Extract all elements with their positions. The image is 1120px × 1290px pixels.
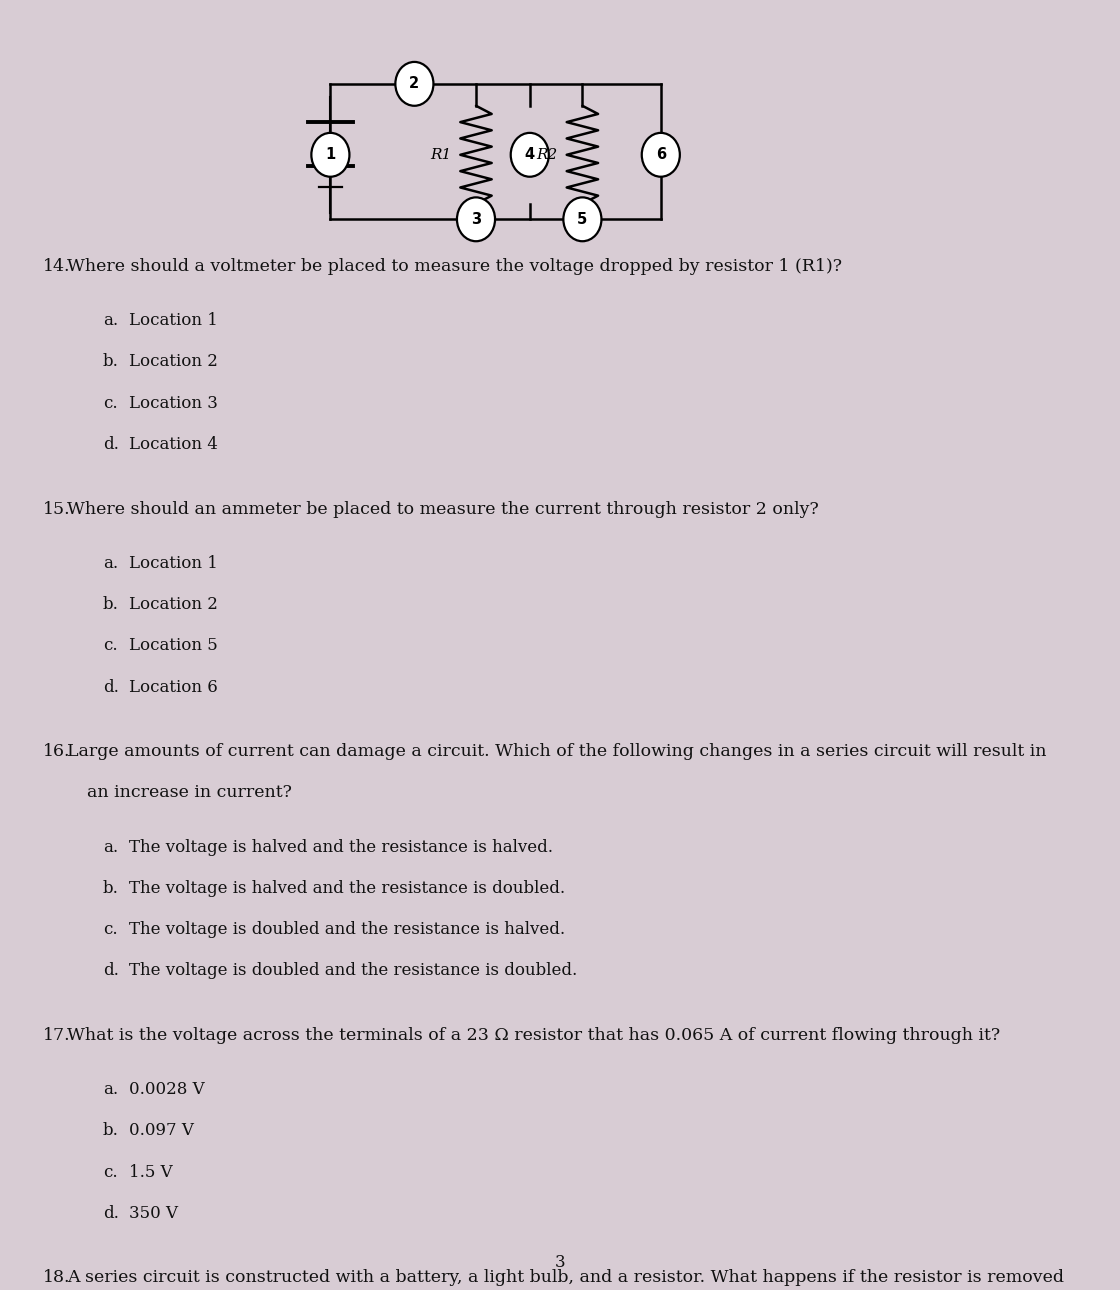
Text: The voltage is halved and the resistance is doubled.: The voltage is halved and the resistance…	[129, 880, 564, 897]
Text: Where should an ammeter be placed to measure the current through resistor 2 only: Where should an ammeter be placed to mea…	[67, 501, 819, 517]
Text: 18.: 18.	[43, 1269, 71, 1286]
Text: Location 1: Location 1	[129, 312, 217, 329]
Text: c.: c.	[103, 921, 118, 938]
Text: d.: d.	[103, 962, 119, 979]
Text: A series circuit is constructed with a battery, a light bulb, and a resistor. Wh: A series circuit is constructed with a b…	[67, 1269, 1064, 1286]
Text: The voltage is halved and the resistance is halved.: The voltage is halved and the resistance…	[129, 838, 553, 855]
Circle shape	[395, 62, 433, 106]
Text: c.: c.	[103, 637, 118, 654]
Text: 4: 4	[524, 147, 535, 163]
Text: Location 5: Location 5	[129, 637, 217, 654]
Text: R1: R1	[430, 148, 451, 161]
Circle shape	[457, 197, 495, 241]
Text: 2: 2	[409, 76, 420, 92]
Text: 0.097 V: 0.097 V	[129, 1122, 194, 1139]
Text: a.: a.	[103, 312, 119, 329]
Text: 3: 3	[554, 1254, 566, 1271]
Text: a.: a.	[103, 555, 119, 571]
Text: b.: b.	[103, 1122, 119, 1139]
Text: Location 4: Location 4	[129, 436, 217, 453]
Circle shape	[311, 133, 349, 177]
Text: 16.: 16.	[43, 743, 71, 760]
Text: d.: d.	[103, 1205, 119, 1222]
Text: Large amounts of current can damage a circuit. Which of the following changes in: Large amounts of current can damage a ci…	[67, 743, 1047, 760]
Text: 1: 1	[325, 147, 336, 163]
Circle shape	[642, 133, 680, 177]
Text: 350 V: 350 V	[129, 1205, 178, 1222]
Text: b.: b.	[103, 880, 119, 897]
Text: 15.: 15.	[43, 501, 71, 517]
Text: an increase in current?: an increase in current?	[87, 784, 292, 801]
Text: Location 2: Location 2	[129, 596, 217, 613]
Text: c.: c.	[103, 1164, 118, 1180]
Text: d.: d.	[103, 679, 119, 695]
Text: Location 3: Location 3	[129, 395, 217, 412]
Text: Location 1: Location 1	[129, 555, 217, 571]
Text: What is the voltage across the terminals of a 23 Ω resistor that has 0.065 A of : What is the voltage across the terminals…	[67, 1027, 1000, 1044]
Text: 3: 3	[470, 212, 482, 227]
Text: 5: 5	[577, 212, 588, 227]
Text: 1.5 V: 1.5 V	[129, 1164, 172, 1180]
Text: The voltage is doubled and the resistance is halved.: The voltage is doubled and the resistanc…	[129, 921, 564, 938]
Circle shape	[511, 133, 549, 177]
Text: 14.: 14.	[43, 258, 71, 275]
Text: b.: b.	[103, 353, 119, 370]
Text: a.: a.	[103, 838, 119, 855]
Text: d.: d.	[103, 436, 119, 453]
Text: c.: c.	[103, 395, 118, 412]
Circle shape	[563, 197, 601, 241]
Text: 17.: 17.	[43, 1027, 71, 1044]
Text: Location 6: Location 6	[129, 679, 217, 695]
Text: Where should a voltmeter be placed to measure the voltage dropped by resistor 1 : Where should a voltmeter be placed to me…	[67, 258, 842, 275]
Text: R2: R2	[536, 148, 558, 161]
Text: b.: b.	[103, 596, 119, 613]
Text: Location 2: Location 2	[129, 353, 217, 370]
Text: The voltage is doubled and the resistance is doubled.: The voltage is doubled and the resistanc…	[129, 962, 577, 979]
Text: 0.0028 V: 0.0028 V	[129, 1081, 205, 1098]
Text: a.: a.	[103, 1081, 119, 1098]
Text: 6: 6	[655, 147, 666, 163]
